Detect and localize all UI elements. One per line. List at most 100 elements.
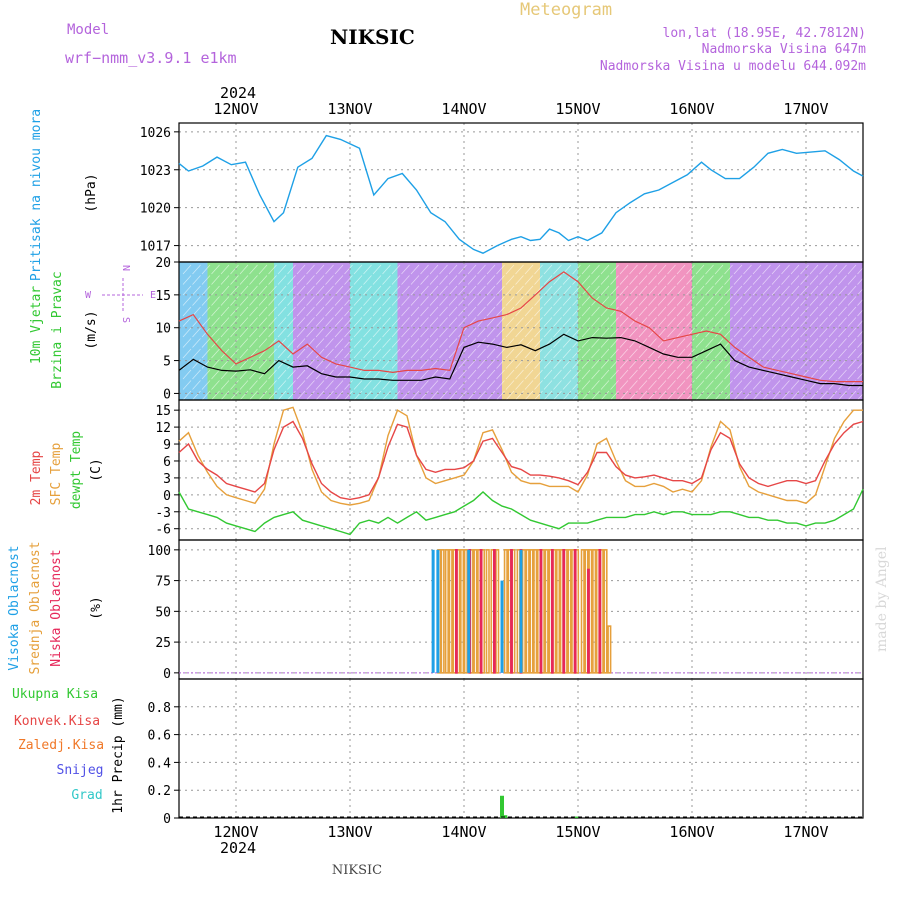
wind-arrow: [743, 275, 752, 285]
wind-arrow: [382, 390, 391, 401]
wind-arrow: [287, 338, 296, 348]
wind-arrow: [657, 338, 667, 348]
wind-arrow: [306, 275, 315, 285]
wind-arrow: [496, 296, 505, 306]
wind-arrow: [591, 348, 600, 359]
wind-arrow: [828, 338, 838, 348]
wind-arrow: [572, 359, 581, 369]
wind-arrow: [809, 264, 819, 275]
wind-arrow: [182, 275, 192, 285]
wind-arrow: [230, 359, 239, 369]
wind-arrow: [439, 338, 448, 348]
wind-arrow: [268, 348, 277, 359]
wind-arrow: [211, 359, 220, 369]
wind-arrow: [771, 285, 781, 296]
wind-gust-line: [178, 271, 863, 383]
wind-arrow: [543, 317, 553, 327]
wind-arrow: [477, 380, 486, 390]
y-tick-label: 5: [163, 355, 171, 370]
low-cloud-bar: [587, 568, 590, 674]
wind-arrow: [581, 317, 591, 327]
wind-arrow: [695, 369, 705, 380]
wind-arrow: [847, 359, 857, 369]
wind-arrow: [410, 348, 420, 359]
wind-arrow: [363, 327, 372, 338]
wind-arrow: [762, 275, 771, 285]
wind-arrow: [258, 296, 268, 306]
wind-arrow: [201, 380, 211, 390]
wind-arrow: [667, 348, 676, 359]
wind-arrow: [838, 264, 847, 275]
wind-arrow: [201, 275, 211, 285]
wind-arrow: [477, 390, 486, 401]
wind-arrow: [572, 327, 581, 338]
wind-arrow: [762, 348, 771, 359]
wind-arrow: [220, 275, 230, 285]
wind-arrow: [439, 390, 448, 401]
low-cloud-bar: [539, 549, 543, 674]
wind-arrow: [733, 264, 743, 275]
wind-arrow: [458, 275, 467, 285]
wind-arrow: [201, 359, 211, 369]
wind-arrow: [600, 338, 610, 348]
wind-arrow: [420, 264, 429, 275]
wind-arrow: [220, 390, 230, 401]
wind-arrow: [486, 285, 496, 296]
wind-arrow: [534, 264, 543, 275]
wind-arrow: [819, 296, 828, 306]
wind-arrow: [448, 390, 458, 401]
wind-arrow: [781, 317, 790, 327]
wind-arrow: [657, 275, 667, 285]
wind-arrow: [733, 338, 743, 348]
wind-arrow: [638, 338, 648, 348]
wind-arrow: [790, 264, 800, 275]
wind-arrow: [572, 296, 581, 306]
wind-arrow: [334, 264, 344, 275]
wind-arrow: [410, 285, 420, 296]
low-cloud-bar: [562, 549, 566, 674]
wind-arrow: [439, 348, 448, 359]
x-tick-label-bottom: 12NOV: [213, 823, 258, 841]
wind-arrow: [790, 380, 800, 390]
wind-arrow: [705, 275, 714, 285]
wind-arrow: [277, 296, 287, 306]
wind-arrow: [496, 275, 505, 285]
wind-arrow: [486, 390, 496, 401]
wind-arrow: [201, 264, 211, 275]
wind-arrow: [363, 264, 372, 275]
wind-arrow: [192, 359, 201, 369]
wind-arrow: [344, 306, 353, 317]
wind-arrow: [714, 317, 724, 327]
wind-arrow: [344, 317, 353, 327]
wind-arrow: [724, 306, 733, 317]
wind-arrow: [296, 296, 306, 306]
wind-arrow: [781, 264, 790, 275]
wind-arrow: [619, 275, 629, 285]
wind-arrow: [277, 359, 287, 369]
wind-arrow: [296, 338, 306, 348]
wind-arrow: [676, 275, 686, 285]
wind-arrow: [239, 285, 249, 296]
wind-ylabel-sub: Brzina i Pravac: [50, 271, 65, 388]
wind-unit: (m/s): [84, 310, 99, 349]
wind-arrow: [287, 296, 296, 306]
wind-arrow: [439, 359, 448, 369]
wind-arrow: [648, 306, 657, 317]
wind-arrow: [325, 285, 334, 296]
wind-arrow: [857, 348, 866, 359]
wind-arrow: [857, 359, 866, 369]
wind-arrow: [828, 317, 838, 327]
wind-arrow: [401, 348, 410, 359]
wind-arrow: [439, 285, 448, 296]
y-tick-label: -6: [155, 523, 171, 538]
wind-arrow: [667, 306, 676, 317]
wind-arrow: [410, 275, 420, 285]
year-top: 2024: [220, 84, 256, 102]
wind-arrow: [467, 296, 477, 306]
wind-dir-east: E: [150, 290, 156, 301]
wind-arrow: [534, 317, 543, 327]
wind-arrow: [657, 359, 667, 369]
y-tick-label: 0.6: [148, 729, 171, 744]
wind-arrow: [401, 264, 410, 275]
wind-arrow: [733, 317, 743, 327]
